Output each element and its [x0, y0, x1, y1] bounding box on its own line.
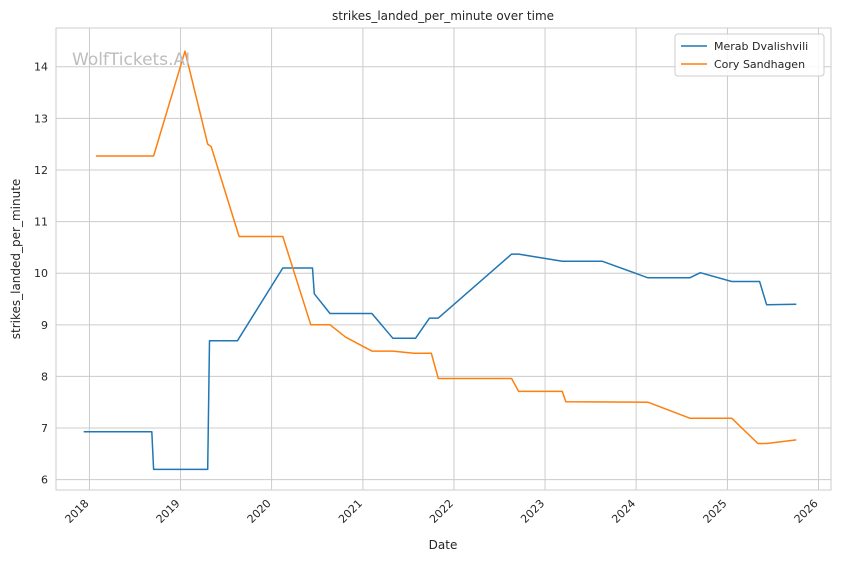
- x-tick-label: 2026: [792, 497, 821, 526]
- legend-box: [674, 33, 825, 77]
- x-tick-label: 2019: [154, 497, 183, 526]
- chart-title: strikes_landed_per_minute over time: [332, 9, 554, 23]
- x-tick-label: 2025: [701, 497, 730, 526]
- x-tick-label: 2018: [63, 497, 92, 526]
- x-tick-label: 2020: [245, 497, 274, 526]
- x-tick-labels: 2018 2019 2020 2021 2022 2023 2024 2025 2026: [63, 497, 821, 526]
- series-group: [83, 50, 797, 471]
- series-line-merab-dvalishvili: [83, 253, 797, 471]
- y-tick-labels: 6 7 8 9 10 11 12 13 14: [34, 61, 48, 487]
- y-tick-label: 13: [34, 112, 48, 125]
- y-tick-label: 10: [34, 267, 48, 280]
- legend-label-cory: Cory Sandhagen: [714, 58, 805, 71]
- watermark: WolfTickets.AI: [72, 50, 190, 70]
- grid: [56, 28, 831, 490]
- x-tick-label: 2021: [336, 497, 365, 526]
- y-tick-label: 8: [41, 370, 48, 383]
- y-tick-label: 7: [41, 422, 48, 435]
- series-line-cory-sandhagen: [95, 50, 797, 445]
- x-axis-label: Date: [429, 538, 458, 552]
- plot-frame: [55, 27, 832, 491]
- plot-border: [55, 27, 832, 491]
- x-tick-label: 2023: [518, 497, 547, 526]
- legend: Merab Dvalishvili Cory Sandhagen: [674, 33, 825, 77]
- y-tick-label: 6: [41, 474, 48, 487]
- x-tick-label: 2022: [427, 497, 456, 526]
- legend-label-merab: Merab Dvalishvili: [714, 40, 808, 53]
- plot-background: [56, 28, 831, 490]
- y-tick-label: 9: [41, 319, 48, 332]
- y-tick-label: 11: [34, 216, 48, 229]
- y-axis-label: strikes_landed_per_minute: [9, 179, 23, 340]
- y-tick-label: 14: [34, 61, 48, 74]
- x-tick-label: 2024: [609, 497, 638, 526]
- y-tick-label: 12: [34, 164, 48, 177]
